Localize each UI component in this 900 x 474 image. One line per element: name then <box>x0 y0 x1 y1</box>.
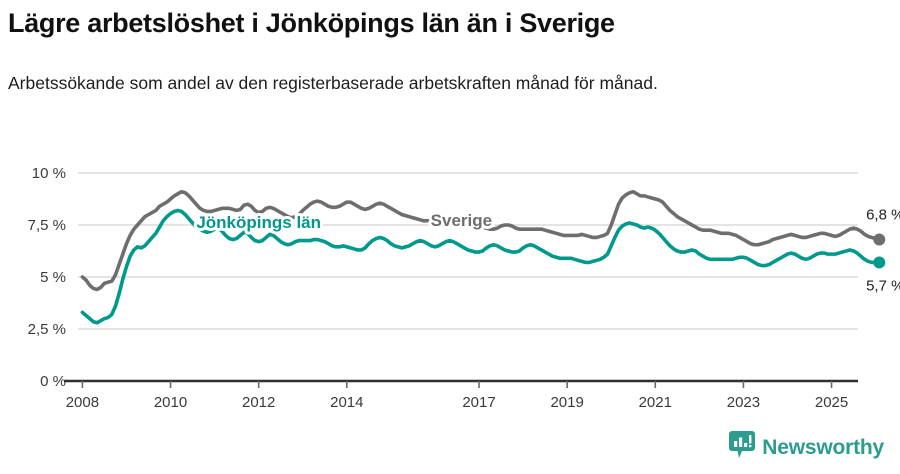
series-endpoint <box>873 233 886 246</box>
newsworthy-logo[interactable]: Newsworthy <box>729 431 884 464</box>
series-value-labels: 6,8 % 5,7 % <box>866 207 900 295</box>
series-line <box>80 189 882 292</box>
line-chart: 0 % 2,5 % 5 % 7,5 % 10 % 2008 2010 2012 2014 201… <box>28 165 900 411</box>
x-tick-label: 2014 <box>330 394 363 411</box>
x-tick-label: 2019 <box>550 394 583 411</box>
y-tick-label: 0 % <box>40 373 66 390</box>
series-line <box>80 208 882 325</box>
x-tick-label: 2025 <box>815 394 848 411</box>
x-axis <box>64 379 858 388</box>
y-tick-label: 7,5 % <box>28 217 66 234</box>
y-axis-labels: 0 % 2,5 % 5 % 7,5 % 10 % <box>28 165 66 390</box>
y-tick-label: 5 % <box>40 269 66 286</box>
y-tick-label: 2,5 % <box>28 321 66 338</box>
x-tick-label: 2017 <box>462 394 495 411</box>
x-axis-labels: 2008 2010 2012 2014 2017 2019 2021 2023 2025 <box>66 394 849 411</box>
series-end-value-label: 5,7 % <box>866 277 900 294</box>
series-label-halo: Sverige <box>431 211 492 230</box>
series-label: Jönköpings län <box>196 213 321 232</box>
y-tick-label: 10 % <box>32 165 66 182</box>
series-label: Sverige <box>431 211 492 230</box>
page-subtitle: Arbetssökande som andel av den registerb… <box>8 73 658 93</box>
series-lines <box>80 189 882 325</box>
x-tick-label: 2012 <box>242 394 275 411</box>
x-tick-label: 2008 <box>66 394 99 411</box>
series-label-halo: Jönköpings län <box>196 213 321 232</box>
series-endpoint <box>873 256 886 269</box>
x-tick-label: 2023 <box>727 394 760 411</box>
chart-container: 0 % 2,5 % 5 % 7,5 % 10 % 2008 2010 2012 2014 201… <box>0 150 900 420</box>
series-end-value-label: 6,8 % <box>866 207 900 224</box>
series-endpoints <box>873 233 886 269</box>
x-tick-label: 2010 <box>154 394 187 411</box>
x-tick-label: 2021 <box>639 394 672 411</box>
page-title: Lägre arbetslöshet i Jönköpings län än i… <box>8 8 615 38</box>
logo-text: Newsworthy <box>762 435 884 459</box>
bar-chart-bubble-icon <box>729 431 756 464</box>
gridlines <box>78 172 858 330</box>
